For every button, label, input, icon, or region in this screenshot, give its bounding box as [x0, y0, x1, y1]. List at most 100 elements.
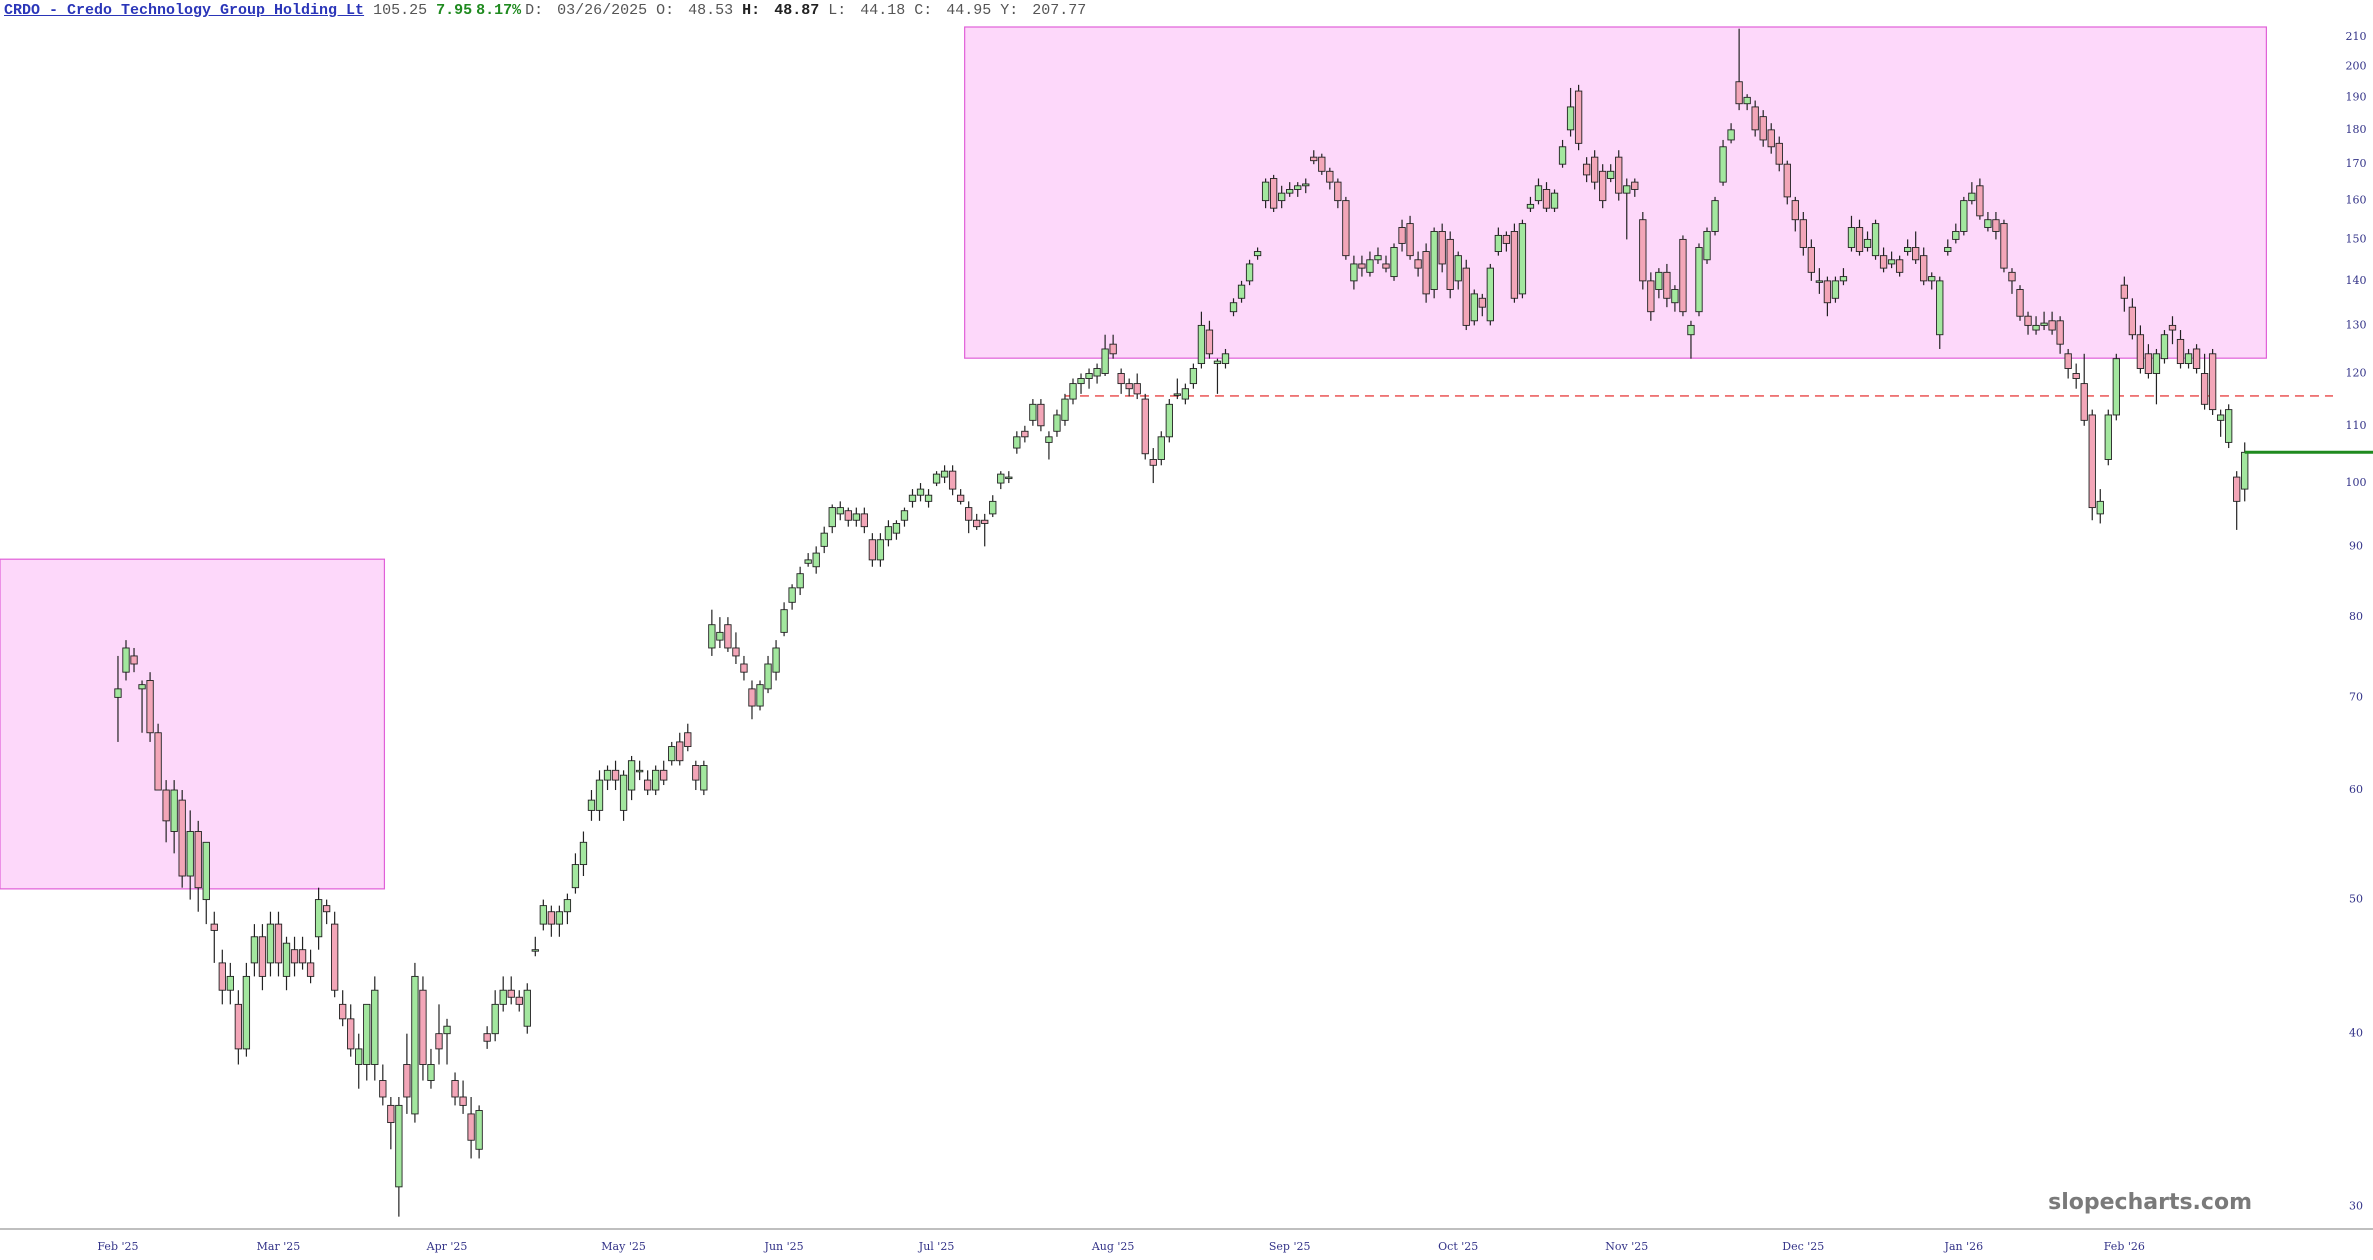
candle-body [1334, 181, 1342, 202]
fields: D: 03/26/2025 O: 48.53 H: 48.87 L: 44.18 C: 44.95… [525, 2, 1095, 19]
candle-body [1286, 189, 1294, 194]
candle-body [2064, 353, 2072, 369]
candle-body [2136, 334, 2145, 369]
candle-body [1703, 230, 1711, 261]
candle-body [1799, 219, 1807, 248]
candle-body [820, 532, 828, 547]
candle-body [2056, 320, 2064, 345]
candle-body [475, 1110, 483, 1150]
candle-body [989, 500, 997, 515]
candle-body [1237, 284, 1246, 299]
candle-body [1358, 263, 1366, 269]
y-tick-label: 210 [2346, 30, 2367, 43]
candle-body [2112, 358, 2120, 416]
candle-body [1398, 227, 1406, 244]
candle-body [435, 1033, 443, 1050]
candle-body [1213, 360, 1222, 365]
candle-body [652, 769, 660, 791]
y-tick-label: 60 [2349, 783, 2363, 796]
candle-body [258, 936, 267, 977]
change: 7.95 [436, 2, 473, 19]
candle-body [467, 1113, 475, 1141]
candle-body [1582, 163, 1591, 176]
candle-body [1566, 106, 1575, 131]
candle-body [1928, 276, 1936, 282]
candle-body [973, 519, 981, 528]
candle-body [788, 587, 796, 603]
x-tick-label: Sep '25 [1269, 1240, 1311, 1253]
candle-body [331, 923, 339, 991]
candle-body [2128, 306, 2137, 336]
candle-body [1181, 388, 1190, 400]
candle-body [1462, 267, 1470, 326]
candle-body [1968, 192, 1976, 202]
candle-body [1655, 271, 1663, 290]
candle-body [1350, 263, 1358, 282]
candle-body [1269, 178, 1278, 209]
candle-body [1623, 185, 1631, 194]
candle-body [178, 799, 186, 877]
x-tick-label: Aug '25 [1091, 1240, 1135, 1253]
candle-body [1149, 459, 1157, 466]
candle-body [347, 1018, 355, 1050]
candle-body [451, 1080, 459, 1098]
symbol-link[interactable]: CRDO - Credo Technology Group Holding Lt [4, 2, 365, 19]
candle-body [314, 899, 323, 938]
candle-body [1944, 247, 1952, 252]
candle-body [2000, 223, 2008, 269]
candle-body [355, 1048, 363, 1065]
candle-body [1936, 280, 1944, 336]
candle-body [1093, 368, 1101, 377]
candle-body [611, 769, 620, 781]
candle-body [1374, 255, 1382, 261]
candle-body [322, 905, 331, 913]
candle-body [2225, 409, 2233, 443]
candle-body [1173, 393, 1181, 396]
candle-body [282, 942, 291, 977]
y-tick-label: 150 [2346, 232, 2367, 245]
candle-body [796, 573, 804, 589]
candle-body [1117, 373, 1125, 385]
candle-body [523, 989, 531, 1027]
candle-body [2024, 315, 2032, 326]
y-tick-label: 190 [2346, 90, 2367, 103]
candle-body [2208, 353, 2217, 411]
candle-body [836, 507, 844, 515]
candle-body [1767, 129, 1775, 148]
field-value: 03/26/2025 [557, 2, 648, 19]
candle-body [1253, 251, 1262, 257]
x-tick-label: Jun '25 [764, 1240, 804, 1253]
candle-body [1887, 259, 1896, 265]
candle-body [2016, 289, 2024, 317]
field-value: 44.18 [860, 2, 906, 19]
candle-body [892, 522, 901, 534]
candle-body [499, 989, 507, 1005]
candle-body [1807, 247, 1815, 273]
candle-body [1879, 255, 1888, 269]
candle-body [2176, 338, 2185, 365]
candle-body [1390, 247, 1398, 278]
candle-body [2216, 414, 2225, 421]
candle-body [1863, 238, 1872, 248]
candle-body [507, 989, 515, 998]
x-tick-label: Dec '25 [1782, 1240, 1824, 1253]
candle-body [1984, 219, 1992, 228]
candle-body [1791, 200, 1799, 221]
candle-body [403, 1064, 411, 1098]
candle-body [555, 911, 564, 925]
candle-body [186, 831, 194, 877]
candle-body [1695, 247, 1703, 313]
candle-body [997, 473, 1005, 484]
candle-body [2104, 414, 2112, 460]
candle-body [804, 559, 812, 564]
watermark: slopecharts.com [2048, 1190, 2252, 1215]
candle-body [1045, 436, 1053, 443]
candle-body [443, 1025, 451, 1035]
candle-body [1069, 383, 1077, 400]
candle-body [1952, 230, 1960, 240]
candle-body [1599, 170, 1607, 202]
candle-body [1342, 200, 1350, 257]
candle-body [684, 732, 692, 748]
candle-body [2184, 353, 2193, 365]
